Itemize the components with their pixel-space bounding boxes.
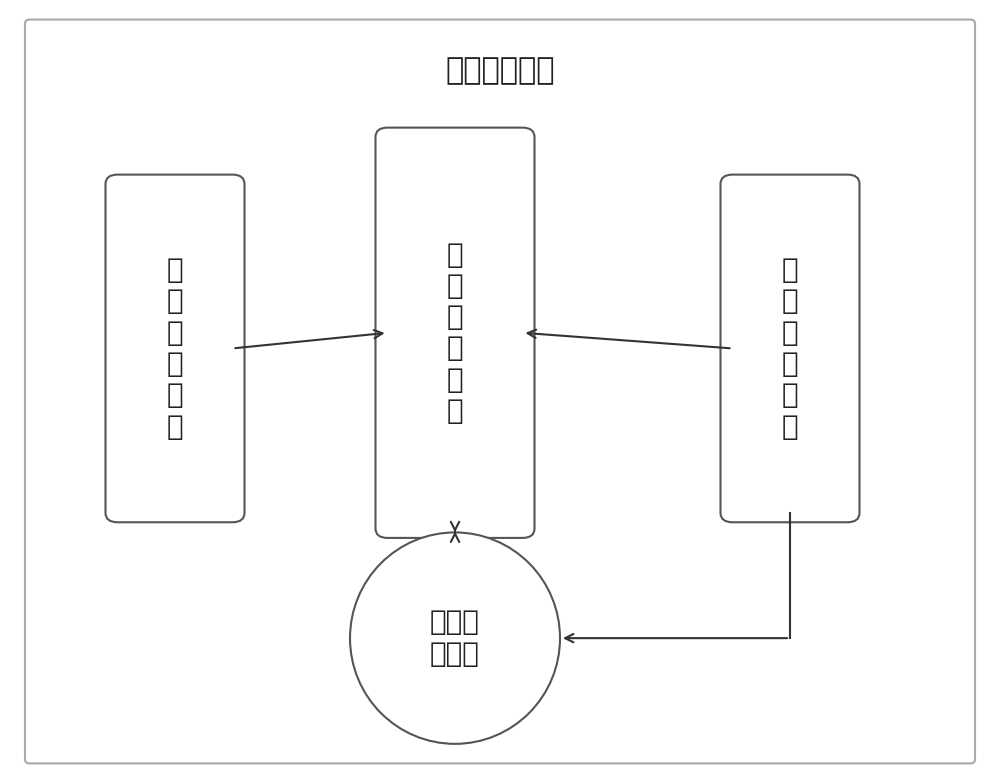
Text: 数
据
标
准
模
块: 数 据 标 准 模 块	[782, 256, 798, 441]
FancyBboxPatch shape	[720, 175, 860, 522]
Ellipse shape	[350, 532, 560, 744]
Text: 数
据
接
收
模
块: 数 据 接 收 模 块	[167, 256, 183, 441]
FancyBboxPatch shape	[376, 128, 534, 538]
Text: 数据处理平台: 数据处理平台	[445, 56, 555, 85]
FancyBboxPatch shape	[106, 175, 244, 522]
Text: 数
据
对
比
模
块: 数 据 对 比 模 块	[447, 240, 463, 425]
Text: 误差判
断模块: 误差判 断模块	[430, 608, 480, 669]
FancyBboxPatch shape	[25, 20, 975, 763]
